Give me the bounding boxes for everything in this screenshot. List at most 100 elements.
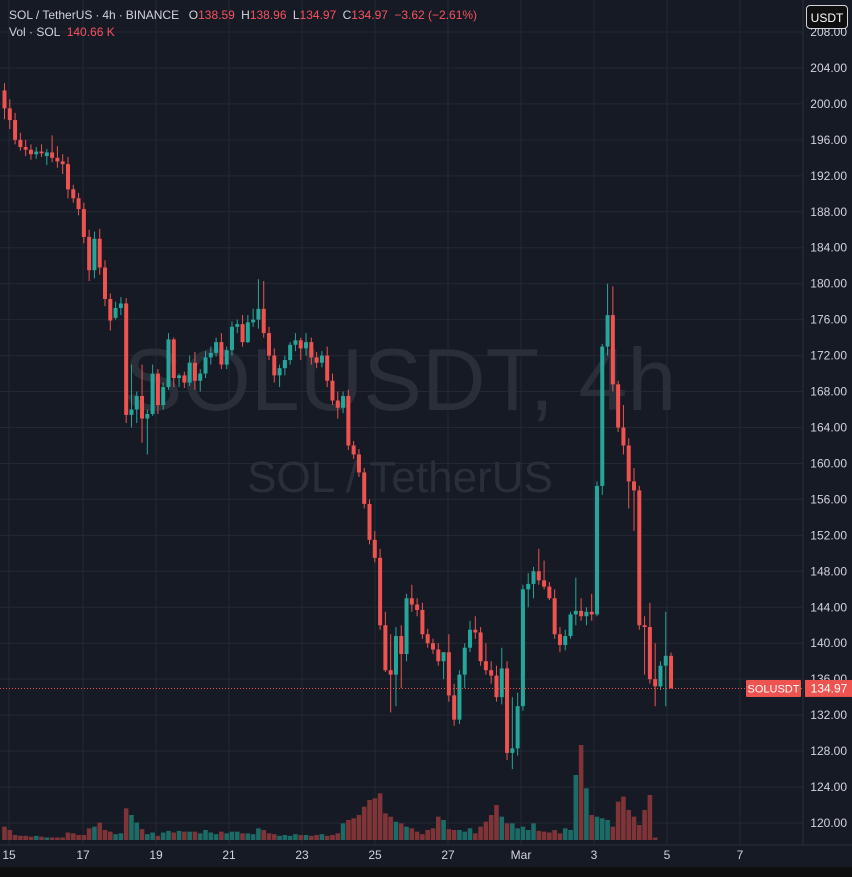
volume-bar [70,833,76,840]
candle-body [18,139,23,148]
candle-body [55,157,60,162]
candle-body [494,675,499,698]
volume-bar [44,837,50,840]
candle-body [124,303,129,415]
candle-body [150,373,155,415]
candle-body [594,485,599,615]
candle-body [2,90,7,109]
volume-bar [324,835,330,840]
last-price-value: 134.97 [811,681,848,695]
volume-label[interactable]: Vol · SOL [9,25,61,39]
candle-body [351,445,356,455]
candle-body [552,598,557,635]
candle-body [520,589,525,707]
legend-interval[interactable]: 4h [102,8,116,22]
candle-body [76,198,81,210]
candle-body [272,355,277,376]
time-tick-label: 5 [664,848,671,862]
time-tick-label: 17 [76,848,90,862]
volume-bar [383,813,388,840]
candle-body [108,298,113,321]
volume-bar [213,834,219,840]
volume-bar [176,830,182,840]
candle-body [393,636,398,675]
candle-body [346,396,351,446]
volume-bar [589,815,594,840]
candle-body [103,267,108,299]
candle-body [129,409,134,415]
volume-bar [536,830,542,840]
watermark-name: SOL / TetherUS [247,453,553,502]
candle-body [50,152,55,158]
volume-bar [229,831,235,840]
volume-bar [647,795,653,840]
low-value: 134.97 [299,8,337,22]
volume-bar [356,815,362,840]
candle-body [97,238,102,268]
candle-body [314,357,319,363]
volume-bar [187,831,192,840]
volume-bar [631,816,637,840]
volume-bar [234,831,240,840]
volume-bar [372,798,378,840]
low-label: L [292,8,300,22]
candle-body [267,333,271,356]
volume-bar [298,835,304,840]
volume-bar [515,828,520,840]
candle-body [610,315,615,385]
volume-bar [430,828,436,840]
price-tick-label: 140.00 [810,636,847,650]
candle-body [452,695,457,720]
candle-body [579,610,584,617]
volume-bar [7,830,13,840]
candle-body [515,706,520,749]
volume-bar [610,826,616,840]
price-tick-label: 128.00 [810,744,847,758]
candle-body [39,151,44,154]
currency-button[interactable]: USDT [806,5,848,29]
time-tick-label: 27 [441,848,455,862]
volume-bar [351,818,356,840]
volume-bar [557,833,563,840]
candle-body [288,344,293,361]
candle-body [436,649,441,662]
volume-bar [150,832,155,840]
volume-bar [240,833,245,840]
candle-body [563,636,568,646]
time-tick-label: 3 [591,848,598,862]
volume-bar [293,834,298,840]
candle-body [632,481,637,491]
candle-body [404,598,409,655]
candle-body [198,373,203,381]
volume-bar [451,830,457,840]
volume-bar [171,832,177,840]
time-tick-label: 7 [737,848,744,862]
candle-body [489,670,494,676]
candle-body [182,375,187,383]
legend-symbol[interactable]: SOL / TetherUS [9,8,93,22]
candle-body [616,384,621,428]
volume-bar [388,816,393,840]
legend-exchange: BINANCE [125,8,180,22]
candle-body [23,147,28,150]
volume-bar [642,810,647,840]
volume-bar [123,808,129,840]
volume-bar [118,833,124,840]
candle-body [325,355,330,381]
price-axis-bg [803,0,852,845]
candle-body [409,598,414,605]
candle-body [71,189,76,199]
candle-body [526,583,531,590]
candle-body [245,322,250,343]
candle-body [647,627,652,680]
price-tick-label: 120.00 [810,816,847,830]
volume-bar [531,823,536,840]
volume-bar [2,826,7,840]
volume-bar [23,835,28,840]
candle-body [462,647,467,675]
price-tick-label: 168.00 [810,385,847,399]
candle-body [34,151,39,155]
volume-bar [314,835,319,840]
candle-body [261,308,266,334]
